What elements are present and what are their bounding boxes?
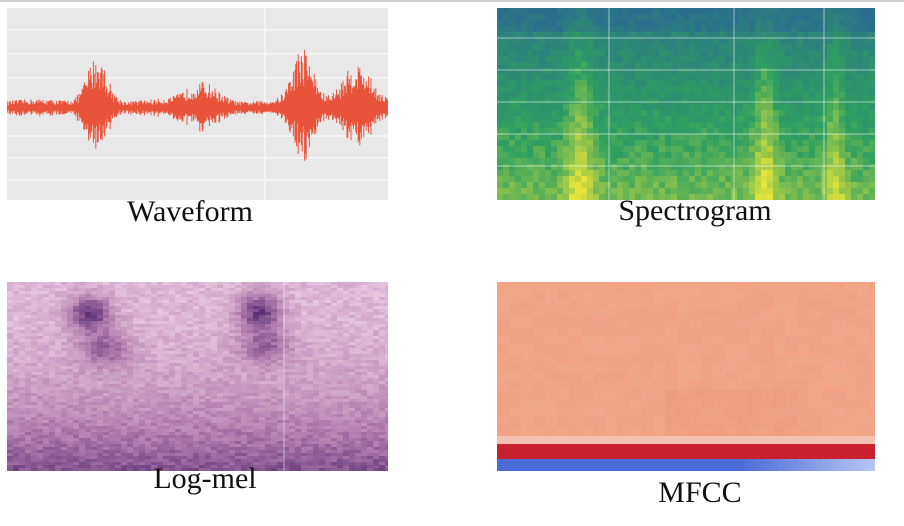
spectrogram-svg: [497, 8, 875, 200]
waveform-signal: [7, 49, 388, 161]
waveform-plot: [7, 8, 388, 200]
mfcc-cells: [497, 282, 875, 444]
mfcc-red-band: [497, 444, 875, 459]
waveform-gridlines: [7, 8, 388, 200]
top-border: [0, 0, 904, 2]
waveform-caption: Waveform: [127, 195, 253, 228]
waveform-svg: [7, 8, 388, 200]
log-mel-plot: [7, 282, 388, 471]
spectrogram-caption: Spectrogram: [618, 194, 772, 227]
mfcc-caption: MFCC: [658, 476, 742, 509]
log-mel-cells: [7, 282, 388, 471]
mfcc-light-band: [497, 436, 875, 444]
spectrogram-plot: [497, 8, 875, 200]
log-mel-caption: Log-mel: [153, 462, 257, 495]
log-mel-svg: [7, 282, 388, 471]
spectrogram-cells: [497, 8, 875, 200]
mfcc-plot: [497, 282, 875, 471]
mfcc-svg: [497, 282, 875, 471]
mfcc-blue-band: [497, 459, 875, 471]
spectrogram-gridlines: [497, 8, 875, 200]
